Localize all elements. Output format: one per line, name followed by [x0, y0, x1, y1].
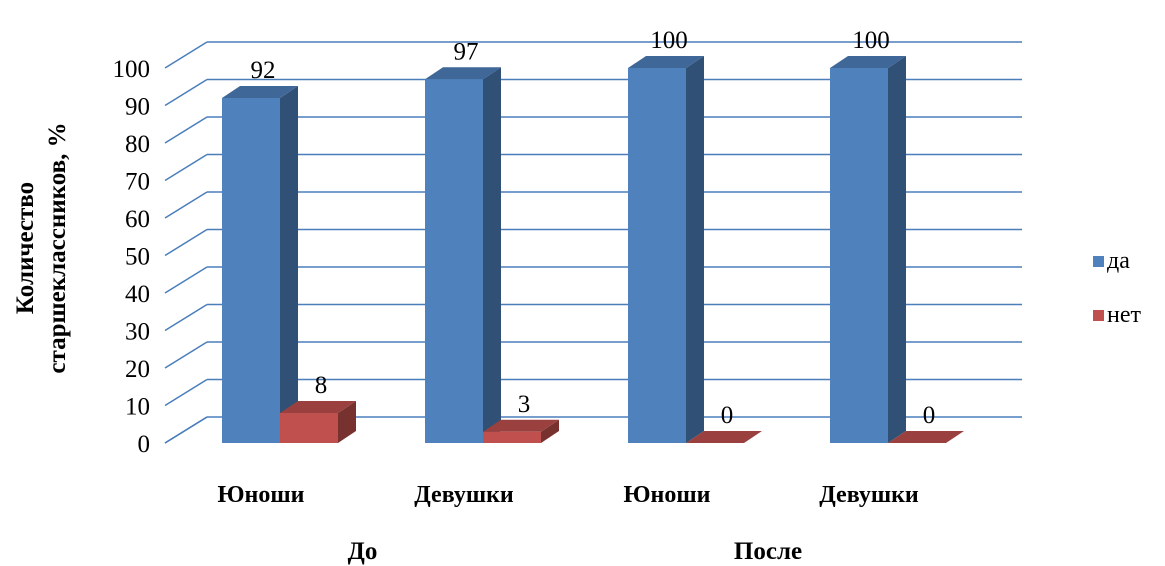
- y-tick-label: 10: [125, 394, 150, 421]
- y-tick-label: 30: [125, 319, 150, 346]
- gridline-depth: [164, 78, 208, 107]
- y-tick-label: 40: [125, 281, 150, 308]
- bar-side-да: [280, 86, 298, 443]
- data-label: 97: [454, 38, 479, 65]
- y-axis-title-line: старшеклассников, %: [44, 122, 71, 373]
- bar-top-да: [222, 86, 298, 98]
- gridline-depth: [164, 341, 208, 369]
- data-label: 100: [650, 27, 688, 54]
- gridline-depth: [164, 116, 208, 144]
- gridline-depth: [164, 378, 208, 407]
- x-category-label: Девушки: [819, 482, 919, 508]
- chart-labels: 928Юноши973Девушки1000Юноши1000ДевушкиДо…: [12, 27, 935, 565]
- bar-да-Юноши: [222, 98, 280, 443]
- bar-side-да: [888, 56, 906, 443]
- data-label: 92: [251, 57, 276, 84]
- chart-legend: да нет: [1093, 248, 1141, 328]
- y-axis-title-line: Количество: [12, 182, 39, 314]
- bar-top-да: [425, 67, 501, 80]
- gridline-depth: [164, 303, 208, 332]
- bar-нет-Юноши: [280, 413, 338, 443]
- bar-top-нет: [280, 401, 356, 413]
- y-tick-label: 90: [125, 94, 150, 121]
- chart-bars: [222, 56, 964, 443]
- bar-side-да: [686, 56, 704, 443]
- bar-side-нет: [541, 419, 559, 443]
- x-category-label: Девушки: [414, 482, 514, 508]
- y-tick-label: 0: [138, 431, 151, 458]
- bar-side-да: [483, 67, 501, 443]
- bar-side-нет: [338, 401, 356, 443]
- y-tick-label: 50: [125, 244, 150, 271]
- gridline-depth: [164, 153, 208, 182]
- data-label: 3: [518, 391, 531, 418]
- data-label: 8: [315, 372, 328, 399]
- y-axis-title: Количество старшеклассников, %: [12, 122, 71, 373]
- bar-top-нет: [686, 431, 762, 443]
- bar-top-нет: [888, 431, 964, 443]
- y-tick-label: 80: [125, 131, 150, 158]
- y-tick-label: 70: [125, 169, 150, 196]
- legend-swatch: [1093, 256, 1104, 267]
- y-tick-label: 100: [113, 56, 151, 83]
- x-group-label: После: [734, 538, 802, 565]
- gridline-depth: [164, 228, 208, 257]
- legend-swatch: [1093, 310, 1104, 321]
- gridline-depth: [164, 41, 208, 69]
- bar-да-Юноши: [628, 68, 686, 443]
- y-tick-label: 60: [125, 206, 150, 233]
- floor-edge: [164, 416, 208, 444]
- data-label: 0: [721, 402, 734, 429]
- gridline-depth: [164, 266, 208, 294]
- bar-да-Девушки: [425, 79, 483, 443]
- legend-label: нет: [1107, 302, 1141, 328]
- bar-да-Девушки: [830, 68, 888, 443]
- y-tick-label: 20: [125, 356, 150, 383]
- x-group-label: До: [348, 538, 378, 565]
- x-category-label: Юноши: [218, 482, 305, 508]
- data-label: 0: [923, 402, 936, 429]
- bar-top-да: [830, 56, 906, 68]
- gridline-depth: [164, 191, 208, 219]
- y-axis: 0 10 20 30 40 50 60 70 80 90 100: [113, 56, 151, 458]
- data-label: 100: [852, 27, 890, 54]
- x-category-label: Юноши: [624, 482, 711, 508]
- bar-top-да: [628, 56, 704, 68]
- bar-top-нет: [483, 419, 559, 432]
- bar-нет-Девушки: [483, 431, 541, 443]
- legend-label: да: [1107, 248, 1130, 274]
